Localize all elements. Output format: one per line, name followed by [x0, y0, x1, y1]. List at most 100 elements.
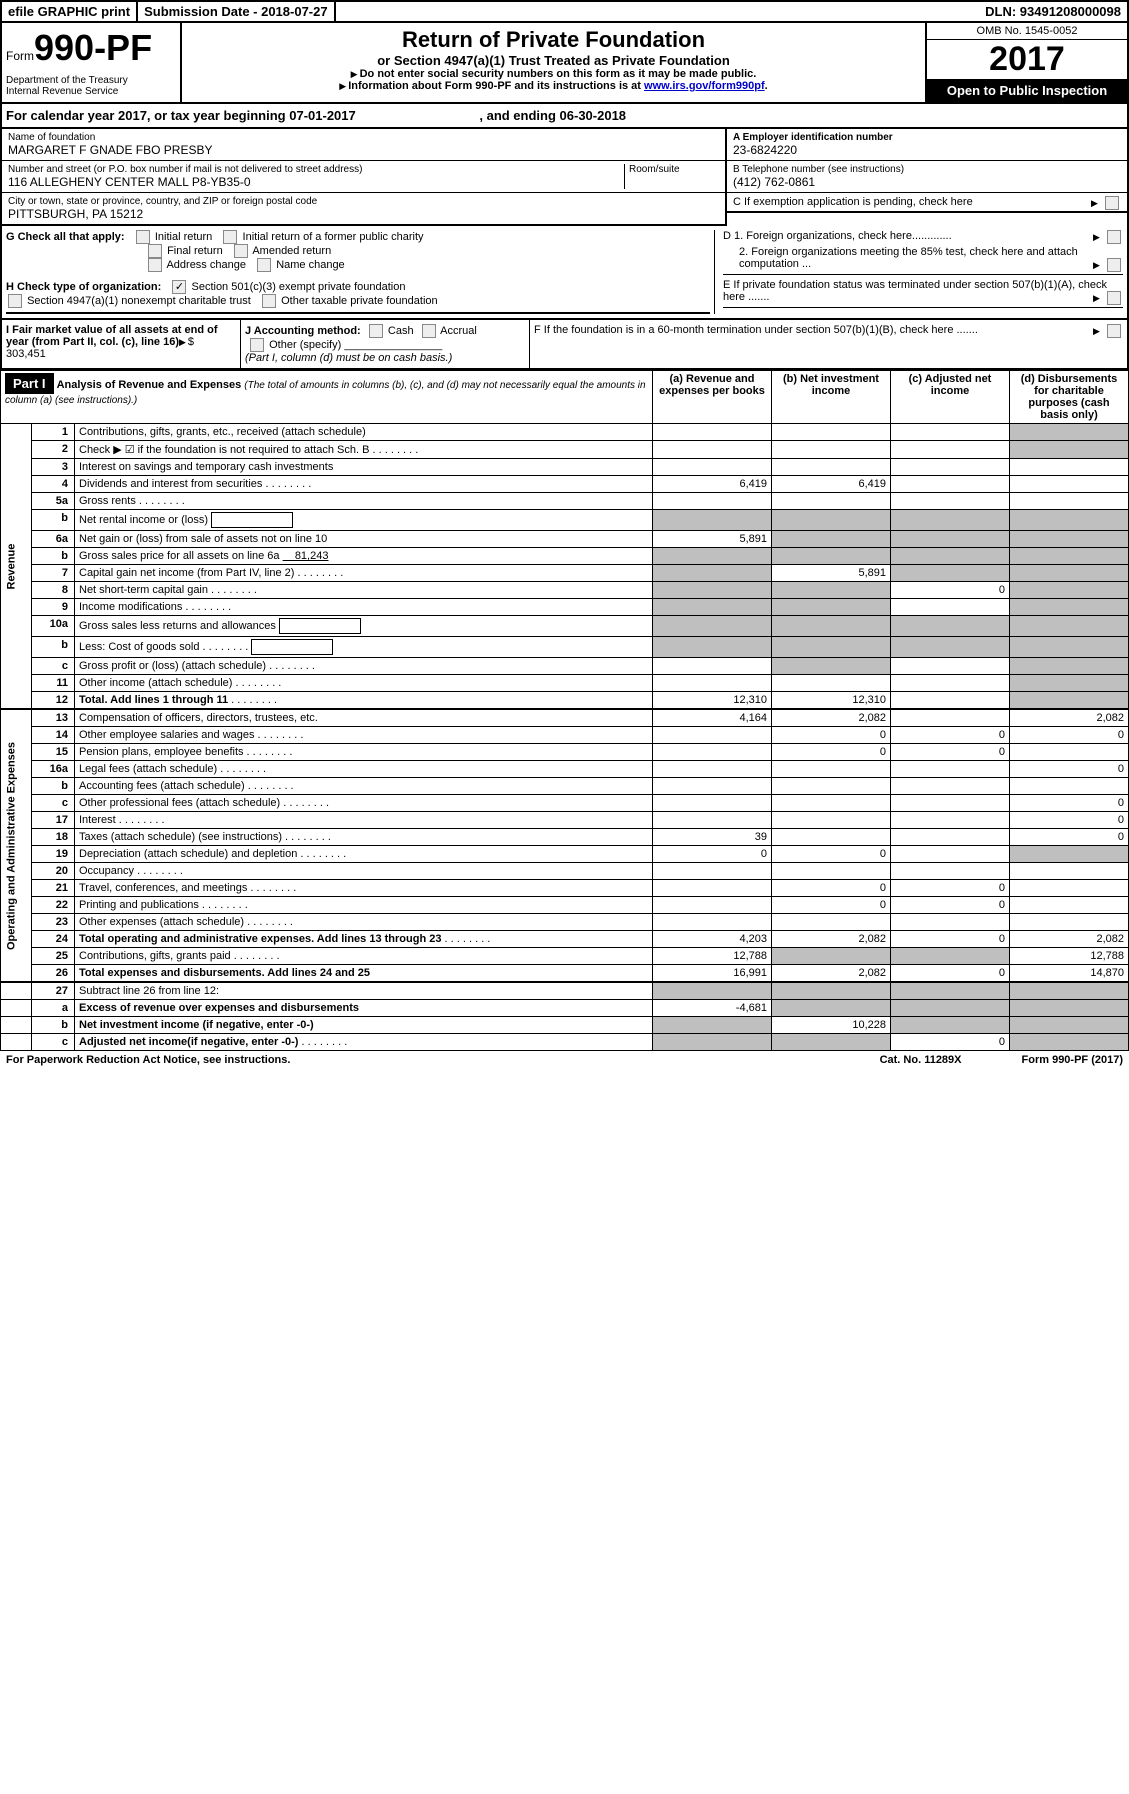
cell-a: 6,419	[653, 476, 772, 493]
form-header: Form990-PF Department of the Treasury In…	[0, 23, 1129, 104]
h-opt-3: Other taxable private foundation	[281, 295, 438, 307]
h-other-checkbox[interactable]	[262, 294, 276, 308]
line-number: b	[32, 510, 75, 531]
cell-c	[891, 709, 1010, 727]
dln: DLN: 93491208000098	[979, 2, 1127, 21]
c-label: C If exemption application is pending, c…	[733, 196, 973, 208]
cell-e: 0	[1010, 727, 1129, 744]
city-label: City or town, state or province, country…	[8, 196, 719, 207]
ssn-note: Do not enter social security numbers on …	[360, 68, 757, 80]
line-number: 22	[32, 897, 75, 914]
cell-c	[891, 692, 1010, 710]
j-cash-checkbox[interactable]	[369, 324, 383, 338]
cell-e: 0	[1010, 761, 1129, 778]
line-number: 18	[32, 829, 75, 846]
cell-b	[772, 863, 891, 880]
cell-a	[653, 812, 772, 829]
g-amended-checkbox[interactable]	[234, 244, 248, 258]
cell-b	[772, 1034, 891, 1051]
h-4947-checkbox[interactable]	[8, 294, 22, 308]
cell-e: 14,870	[1010, 965, 1129, 983]
cell-e: 2,082	[1010, 709, 1129, 727]
cell-b	[772, 548, 891, 565]
cell-e	[1010, 493, 1129, 510]
cell-b: 0	[772, 846, 891, 863]
line-desc: Gross profit or (loss) (attach schedule)	[75, 658, 653, 675]
foundation-addr: 116 ALLEGHENY CENTER MALL P8-YB35-0	[8, 175, 624, 189]
g-opt-2: Final return	[167, 245, 223, 257]
cell-c	[891, 658, 1010, 675]
c-checkbox[interactable]	[1105, 196, 1119, 210]
form-ref: Form 990-PF (2017)	[1022, 1054, 1123, 1066]
cell-b	[772, 982, 891, 1000]
cell-c: 0	[891, 965, 1010, 983]
g-opt-3: Amended return	[252, 245, 331, 257]
irs-link[interactable]: www.irs.gov/form990pf	[644, 80, 765, 92]
cell-e	[1010, 441, 1129, 459]
arrow-icon	[1093, 231, 1102, 243]
g-opt-5: Name change	[276, 259, 345, 271]
cell-c	[891, 778, 1010, 795]
line-desc: Travel, conferences, and meetings	[75, 880, 653, 897]
line-number: 16a	[32, 761, 75, 778]
cell-a	[653, 761, 772, 778]
e-checkbox[interactable]	[1107, 291, 1121, 305]
g-name-checkbox[interactable]	[257, 258, 271, 272]
g-opt-0: Initial return	[155, 231, 212, 243]
cell-b: 2,082	[772, 965, 891, 983]
cell-c	[891, 637, 1010, 658]
form-word: Form	[6, 49, 34, 63]
line-desc: Less: Cost of goods sold	[75, 637, 653, 658]
d2-checkbox[interactable]	[1107, 258, 1121, 272]
cell-b: 0	[772, 897, 891, 914]
cell-a: 12,310	[653, 692, 772, 710]
line-number: 7	[32, 565, 75, 582]
cell-a: 4,203	[653, 931, 772, 948]
j-accrual: Accrual	[440, 325, 477, 337]
cell-e	[1010, 510, 1129, 531]
cell-c: 0	[891, 727, 1010, 744]
cell-e: 0	[1010, 812, 1129, 829]
cell-b	[772, 493, 891, 510]
cell-a	[653, 637, 772, 658]
cell-c	[891, 493, 1010, 510]
g-address-checkbox[interactable]	[148, 258, 162, 272]
col-c-head: (c) Adjusted net income	[891, 371, 1010, 424]
room-label: Room/suite	[629, 164, 719, 175]
f-label: F If the foundation is in a 60-month ter…	[534, 324, 978, 336]
j-other-checkbox[interactable]	[250, 338, 264, 352]
cell-b	[772, 761, 891, 778]
g-final-checkbox[interactable]	[148, 244, 162, 258]
h-opt-2: Section 4947(a)(1) nonexempt charitable …	[27, 295, 251, 307]
j-label: J Accounting method:	[245, 325, 361, 337]
line-number: 8	[32, 582, 75, 599]
j-accrual-checkbox[interactable]	[422, 324, 436, 338]
cell-a	[653, 493, 772, 510]
arrow-icon	[1091, 197, 1100, 209]
cell-a	[653, 727, 772, 744]
h-501c3-checkbox[interactable]	[172, 280, 186, 294]
cell-c	[891, 675, 1010, 692]
part1-title: Analysis of Revenue and Expenses	[57, 379, 242, 391]
g-initial-checkbox[interactable]	[136, 230, 150, 244]
cell-e: 12,788	[1010, 948, 1129, 965]
d1-checkbox[interactable]	[1107, 230, 1121, 244]
g-initial-former-checkbox[interactable]	[223, 230, 237, 244]
line-desc: Net short-term capital gain	[75, 582, 653, 599]
f-checkbox[interactable]	[1107, 324, 1121, 338]
line-desc: Accounting fees (attach schedule)	[75, 778, 653, 795]
gh-row: G Check all that apply: Initial return I…	[0, 226, 1129, 320]
line-number: c	[32, 1034, 75, 1051]
header-bar: efile GRAPHIC print Submission Date - 20…	[0, 0, 1129, 23]
line-desc: Dividends and interest from securities	[75, 476, 653, 493]
line-desc: Contributions, gifts, grants, etc., rece…	[75, 424, 653, 441]
col-a-head: (a) Revenue and expenses per books	[653, 371, 772, 424]
expenses-label: Operating and Administrative Expenses	[1, 709, 32, 982]
cell-c	[891, 459, 1010, 476]
line-desc: Income modifications	[75, 599, 653, 616]
arrow-icon	[179, 336, 188, 348]
cell-a	[653, 616, 772, 637]
cell-a	[653, 863, 772, 880]
irs: Internal Revenue Service	[6, 86, 176, 97]
cell-e: 0	[1010, 795, 1129, 812]
